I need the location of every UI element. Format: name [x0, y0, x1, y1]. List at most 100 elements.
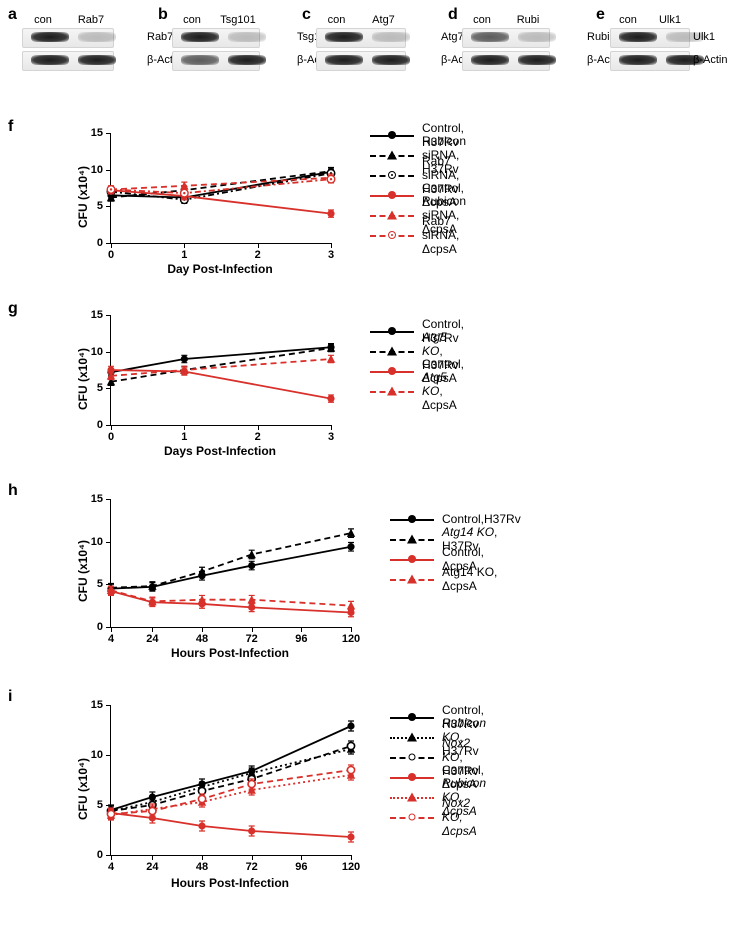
x-tick-label: 72 — [246, 861, 258, 873]
chart-f-plot: 0510150123 — [110, 133, 331, 244]
chart-i-x-title: Hours Post-Infection — [110, 876, 350, 890]
x-tick-label: 4 — [108, 861, 114, 873]
blot-panel-d: conRubi Rubicon β-Actin — [462, 14, 548, 74]
x-tick-label: 1 — [181, 431, 187, 443]
y-tick-label: 15 — [91, 699, 103, 711]
blot-e-row2-label: β-Actin — [693, 54, 727, 66]
blot-d-lane-kd: Rubi — [508, 14, 548, 26]
legend-item: Rab7 siRNA, H37Rv — [370, 168, 466, 182]
chart-f: 0510150123 CFU (x10⁴) Day Post-Infection… — [70, 128, 350, 278]
chart-g-legend: Control, H37RvAtg5 KO, H37RvControl, Δcp… — [370, 324, 464, 404]
chart-h-x-title: Hours Post-Infection — [110, 646, 350, 660]
legend-item: Nox2 KO, H37Rv — [390, 750, 486, 764]
y-tick-label: 15 — [91, 493, 103, 505]
legend-item: Control, ΔcpsA — [390, 552, 521, 566]
x-tick-label: 3 — [328, 431, 334, 443]
panel-label-h: h — [8, 482, 18, 500]
chart-i: 051015424487296120 CFU (x10⁴) Hours Post… — [70, 700, 370, 900]
y-tick-label: 10 — [91, 346, 103, 358]
blot-a-lane-con: con — [22, 14, 64, 26]
panel-label-d: d — [448, 6, 458, 24]
x-tick-label: 48 — [196, 633, 208, 645]
panel-label-i: i — [8, 688, 12, 706]
legend-item: Rab7 siRNA, ΔcpsA — [370, 228, 466, 242]
blot-b-lane-kd: Tsg101 — [218, 14, 258, 26]
panel-label-f: f — [8, 118, 13, 136]
y-tick-label: 5 — [97, 799, 103, 811]
x-tick-label: 2 — [255, 249, 261, 261]
chart-h-y-title: CFU (x10⁴) — [76, 540, 90, 602]
y-tick-label: 5 — [97, 382, 103, 394]
panel-label-c: c — [302, 6, 311, 24]
y-tick-label: 0 — [97, 419, 103, 431]
legend-item: Nox2 KO, ΔcpsA — [390, 810, 486, 824]
blot-panel-a: con Rab7 Rab7 β-Actin — [22, 14, 112, 74]
blot-e-lane-kd: Ulk1 — [652, 14, 688, 26]
x-tick-label: 96 — [295, 861, 307, 873]
x-tick-label: 24 — [146, 861, 158, 873]
panel-label-e: e — [596, 6, 605, 24]
blot-c-lane-con: con — [316, 14, 357, 26]
legend-item: Control,H37Rv — [390, 512, 521, 526]
blot-c-row1-label: Atg7 — [441, 31, 464, 43]
blot-a-top-labels: con Rab7 — [22, 14, 112, 26]
chart-h: 051015424487296120 CFU (x10⁴) Hours Post… — [70, 494, 370, 664]
y-tick-label: 10 — [91, 164, 103, 176]
y-tick-label: 15 — [91, 309, 103, 321]
x-tick-label: 4 — [108, 633, 114, 645]
panel-label-b: b — [158, 6, 168, 24]
chart-h-legend: Control,H37Rv Atg14 KO, H37Rv Control, Δcp… — [390, 512, 521, 592]
legend-item: Atg14 KO, ΔcpsA — [390, 572, 521, 586]
legend-label: Atg5 KO, ΔcpsA — [422, 370, 464, 412]
chart-i-legend: Control, H37RvRubicon KO, H37RvNox2 KO, … — [390, 710, 486, 830]
x-tick-label: 1 — [181, 249, 187, 261]
panel-label-a: a — [8, 6, 17, 24]
legend-item: Atg14 KO, H37Rv — [390, 532, 521, 546]
legend-label: Nox2 KO, ΔcpsA — [442, 796, 486, 838]
blot-a-row1-label: Rab7 — [147, 31, 173, 43]
y-tick-label: 15 — [91, 127, 103, 139]
legend-label: Rab7 siRNA, ΔcpsA — [422, 214, 466, 256]
panel-label-g: g — [8, 300, 18, 318]
x-tick-label: 0 — [108, 249, 114, 261]
x-tick-label: 96 — [295, 633, 307, 645]
y-tick-label: 10 — [91, 749, 103, 761]
legend-label: Control,H37Rv — [442, 512, 521, 526]
y-tick-label: 5 — [97, 578, 103, 590]
blot-a-lane-kd: Rab7 — [70, 14, 112, 26]
blot-b-lane-con: con — [172, 14, 212, 26]
y-tick-label: 0 — [97, 849, 103, 861]
chart-g-x-title: Days Post-Infection — [110, 444, 330, 458]
blot-a-row1: Rab7 — [22, 28, 114, 48]
x-tick-label: 48 — [196, 861, 208, 873]
x-tick-label: 120 — [342, 633, 360, 645]
blot-e-row1-label: Ulk1 — [693, 31, 715, 43]
x-tick-label: 2 — [255, 431, 261, 443]
chart-g-plot: 0510150123 — [110, 315, 331, 426]
blot-c-lane-kd: Atg7 — [363, 14, 404, 26]
chart-f-x-title: Day Post-Infection — [110, 262, 330, 276]
blot-panel-b: conTsg101 Tsg101 β-Actin — [172, 14, 258, 74]
blot-d-lane-con: con — [462, 14, 502, 26]
x-tick-label: 120 — [342, 861, 360, 873]
y-tick-label: 0 — [97, 621, 103, 633]
chart-i-plot: 051015424487296120 — [110, 705, 351, 856]
x-tick-label: 3 — [328, 249, 334, 261]
legend-item: Atg5 KO, ΔcpsA — [370, 384, 464, 398]
blot-panel-c: conAtg7 Atg7 β-Actin — [316, 14, 404, 74]
chart-g-y-title: CFU (x10⁴) — [76, 348, 90, 410]
legend-label: Atg14 KO, ΔcpsA — [442, 565, 521, 593]
x-tick-label: 0 — [108, 431, 114, 443]
blot-panel-e: conUlk1 Ulk1 β-Actin — [610, 14, 688, 74]
chart-h-plot: 051015424487296120 — [110, 499, 351, 628]
x-tick-label: 72 — [246, 633, 258, 645]
x-tick-label: 24 — [146, 633, 158, 645]
figure-root: a b c d e f g h i con Rab7 Rab7 β-Actin … — [0, 0, 734, 936]
legend-item: Atg5 KO, H37Rv — [370, 344, 464, 358]
y-tick-label: 10 — [91, 536, 103, 548]
chart-i-y-title: CFU (x10⁴) — [76, 758, 90, 820]
chart-g: 0510150123 CFU (x10⁴) Days Post-Infectio… — [70, 310, 350, 460]
blot-a-row2: β-Actin — [22, 51, 114, 71]
blot-e-lane-con: con — [610, 14, 646, 26]
y-tick-label: 5 — [97, 200, 103, 212]
